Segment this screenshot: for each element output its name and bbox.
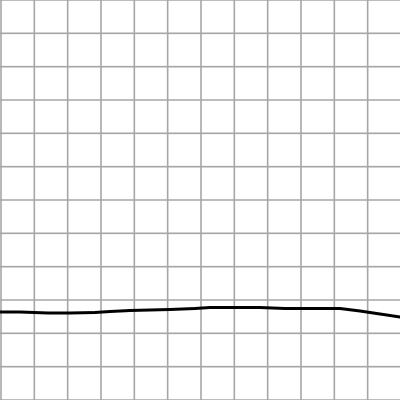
ink-stroke [0,306,400,319]
